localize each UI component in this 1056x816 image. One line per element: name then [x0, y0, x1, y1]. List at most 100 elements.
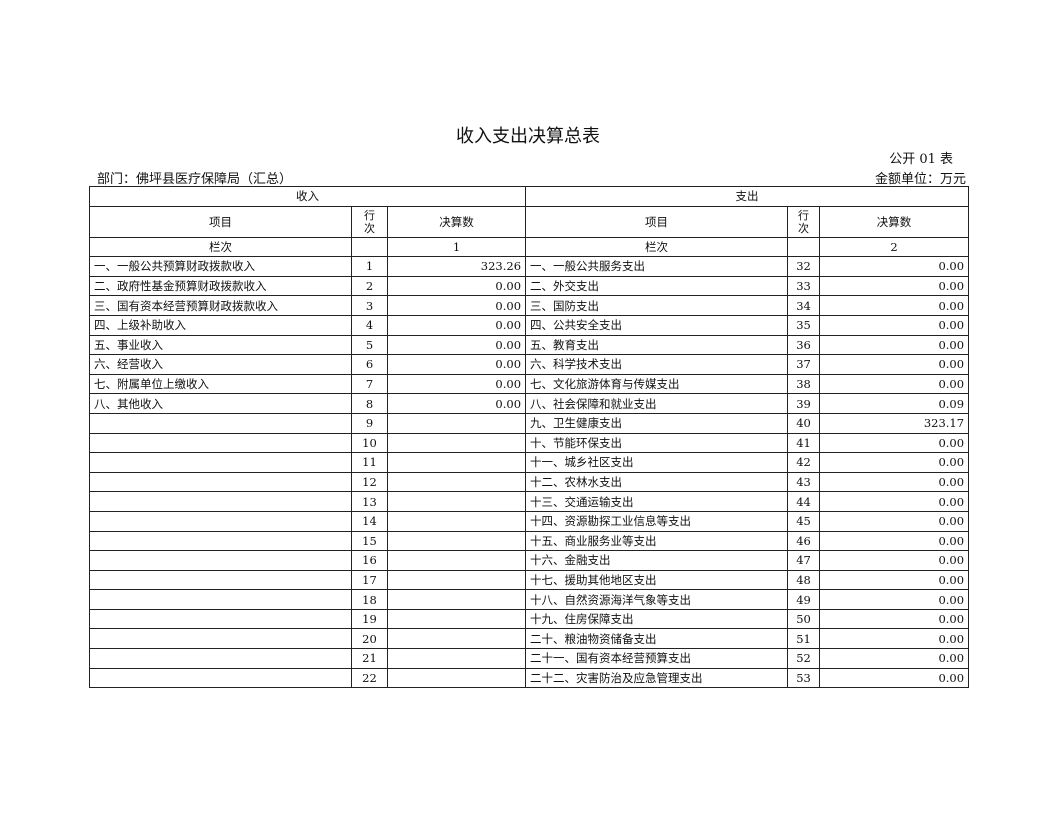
income-item — [89, 432, 352, 454]
expense-row-no: 50 — [787, 608, 821, 630]
expense-row-no: 44 — [787, 491, 821, 512]
table-row: 19 十九、住房保障支出 50 0.00 — [89, 608, 970, 630]
expense-row-no-header: 行次 — [787, 205, 821, 238]
expense-item: 二、外交支出 — [525, 275, 789, 297]
income-amount — [386, 471, 527, 493]
expense-item: 二十一、国有资本经营预算支出 — [525, 648, 789, 669]
income-amount — [386, 432, 527, 454]
expense-row-no: 49 — [787, 589, 821, 610]
table-row: 五、事业收入 5 0.00 五、教育支出 36 0.00 — [89, 334, 970, 356]
table-row: 八、其他收入 8 0.00 八、社会保障和就业支出 39 0.09 — [89, 393, 970, 414]
income-item — [89, 491, 352, 512]
empty-cell — [351, 236, 388, 258]
expense-amount: 0.00 — [819, 354, 970, 375]
expense-amount: 0.00 — [819, 295, 970, 316]
expense-item: 十一、城乡社区支出 — [525, 452, 789, 473]
expense-item: 九、卫生健康支出 — [525, 412, 789, 434]
expense-amount: 0.00 — [819, 491, 970, 512]
income-item: 二、政府性基金预算财政拨款收入 — [89, 275, 352, 297]
expense-item: 二十、粮油物资储备支出 — [525, 628, 789, 650]
income-row-no: 2 — [351, 275, 388, 297]
page-title: 收入支出决算总表 — [456, 126, 600, 147]
expense-item: 六、科学技术支出 — [525, 354, 789, 375]
expense-row-no: 38 — [787, 373, 821, 395]
expense-row-no: 33 — [787, 275, 821, 297]
expense-amount: 0.00 — [819, 373, 970, 395]
income-amount — [386, 628, 527, 650]
expense-amount: 0.00 — [819, 275, 970, 297]
expense-column-number: 2 — [819, 236, 970, 258]
income-column-no-label: 栏次 — [89, 236, 352, 258]
income-row-no: 18 — [351, 589, 388, 610]
table-row: 11 十一、城乡社区支出 42 0.00 — [89, 452, 970, 473]
table-row: 17 十七、援助其他地区支出 48 0.00 — [89, 569, 970, 591]
income-row-no: 12 — [351, 471, 388, 493]
income-amount: 0.00 — [386, 373, 527, 395]
income-amount — [386, 510, 527, 532]
income-item — [89, 452, 352, 473]
income-item: 四、上级补助收入 — [89, 314, 352, 336]
expense-header: 支出 — [525, 186, 970, 207]
income-item: 一、一般公共预算财政拨款收入 — [89, 256, 352, 277]
expense-item: 十、节能环保支出 — [525, 432, 789, 454]
income-row-no: 5 — [351, 334, 388, 356]
income-item: 七、附属单位上缴收入 — [89, 373, 352, 395]
income-row-no: 4 — [351, 314, 388, 336]
income-amount — [386, 412, 527, 434]
income-amount — [386, 589, 527, 610]
expense-item: 五、教育支出 — [525, 334, 789, 356]
table-row: 22 二十二、灾害防治及应急管理支出 53 0.00 — [89, 667, 970, 689]
income-row-no: 22 — [351, 667, 388, 689]
income-row-no: 19 — [351, 608, 388, 630]
expense-row-no: 32 — [787, 256, 821, 277]
income-amount: 0.00 — [386, 354, 527, 375]
expense-row-no: 36 — [787, 334, 821, 356]
income-amount — [386, 530, 527, 552]
expense-row-no: 45 — [787, 510, 821, 532]
income-item — [89, 569, 352, 591]
income-row-no: 21 — [351, 648, 388, 669]
expense-amount: 0.00 — [819, 550, 970, 571]
expense-row-no: 39 — [787, 393, 821, 414]
expense-amount: 0.00 — [819, 432, 970, 454]
income-amount: 0.00 — [386, 314, 527, 336]
table-row: 15 十五、商业服务业等支出 46 0.00 — [89, 530, 970, 552]
expense-item: 十二、农林水支出 — [525, 471, 789, 493]
income-row-no: 8 — [351, 393, 388, 414]
expense-amount: 0.00 — [819, 471, 970, 493]
table-row: 七、附属单位上缴收入 7 0.00 七、文化旅游体育与传媒支出 38 0.00 — [89, 373, 970, 395]
income-item — [89, 510, 352, 532]
table-row: 14 十四、资源勘探工业信息等支出 45 0.00 — [89, 510, 970, 532]
income-header: 收入 — [88, 186, 527, 207]
expense-amount: 0.00 — [819, 608, 970, 630]
expense-amount: 323.17 — [819, 412, 970, 434]
income-row-no: 17 — [351, 569, 388, 591]
expense-amount: 0.00 — [819, 334, 970, 356]
expense-row-no: 35 — [787, 314, 821, 336]
expense-amount: 0.00 — [819, 510, 970, 532]
expense-amount: 0.00 — [819, 256, 970, 277]
income-amount — [386, 550, 527, 571]
income-item — [89, 608, 352, 630]
expense-row-no: 48 — [787, 569, 821, 591]
income-amount — [386, 491, 527, 512]
table-row: 10 十、节能环保支出 41 0.00 — [89, 432, 970, 454]
expense-amount: 0.00 — [819, 569, 970, 591]
expense-row-no: 53 — [787, 667, 821, 689]
expense-item: 十四、资源勘探工业信息等支出 — [525, 510, 789, 532]
income-amount — [386, 452, 527, 473]
expense-amount: 0.00 — [819, 667, 970, 689]
expense-item: 二十二、灾害防治及应急管理支出 — [525, 667, 789, 689]
table-row: 四、上级补助收入 4 0.00 四、公共安全支出 35 0.00 — [89, 314, 970, 336]
income-amount: 0.00 — [386, 275, 527, 297]
expense-row-no: 40 — [787, 412, 821, 434]
expense-row-no: 42 — [787, 452, 821, 473]
expense-row-no: 41 — [787, 432, 821, 454]
expense-item-header: 项目 — [525, 205, 789, 238]
income-item: 六、经营收入 — [89, 354, 352, 375]
expense-amount: 0.00 — [819, 530, 970, 552]
income-row-no: 9 — [351, 412, 388, 434]
expense-row-no: 46 — [787, 530, 821, 552]
income-row-no: 20 — [351, 628, 388, 650]
